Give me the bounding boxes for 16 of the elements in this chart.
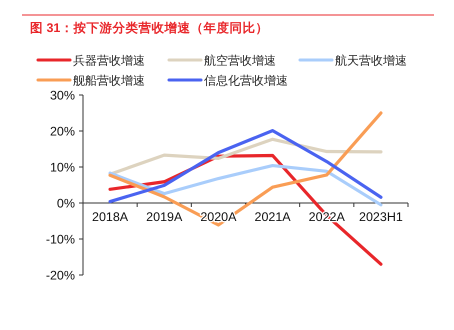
y-tick-label: -10% [46, 232, 75, 246]
y-tick-label: 30% [50, 88, 75, 102]
y-tick-label: 20% [50, 124, 75, 138]
legend-label: 航天营收增速 [335, 54, 407, 68]
y-tick-label: -20% [46, 268, 75, 282]
x-tick-label: 2021A [254, 210, 292, 224]
chart-title: 图 31：按下游分类营收增速（年度同比） [30, 20, 268, 35]
legend-label: 舰船营收增速 [73, 74, 145, 88]
x-tick-label: 2023H1 [359, 210, 403, 224]
legend-label: 航空营收增速 [204, 54, 276, 68]
x-tick-label: 2019A [146, 210, 183, 224]
y-tick-label: 10% [50, 160, 75, 174]
y-tick-label: 0% [56, 196, 75, 210]
legend-label: 兵器营收增速 [73, 54, 145, 68]
x-tick-label: 2018A [92, 210, 129, 224]
legend-label: 信息化营收增速 [204, 74, 288, 88]
